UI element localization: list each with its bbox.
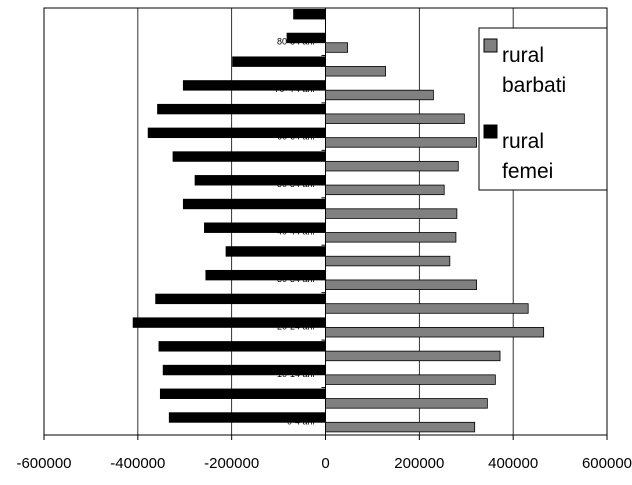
bar-rural-barbati xyxy=(325,398,488,409)
x-tick-label: -200000 xyxy=(204,455,259,472)
bar-rural-barbati xyxy=(325,208,458,219)
bar-rural-femei xyxy=(158,341,326,352)
x-tick-label: 0 xyxy=(321,455,329,472)
bar-rural-barbati xyxy=(325,232,457,243)
bar-rural-barbati xyxy=(325,89,434,101)
x-tick-label: 200000 xyxy=(394,455,444,472)
bar-rural-barbati xyxy=(325,66,386,77)
category-label: 50-54 ani xyxy=(277,179,315,189)
bar-rural-barbati xyxy=(325,279,477,290)
category-label: 0-4 ani xyxy=(287,416,315,426)
legend: rural barbati rural femei xyxy=(478,27,608,191)
x-tick-label: -400000 xyxy=(110,455,165,472)
category-label: 30-34 ani xyxy=(277,274,315,284)
x-tick-label: -600000 xyxy=(16,455,71,472)
bar-rural-barbati xyxy=(325,303,529,314)
legend-swatch xyxy=(483,124,498,139)
category-label: 20-24 ani xyxy=(277,321,315,331)
legend-label: rural femei xyxy=(502,130,553,183)
category-labels: 0-4 ani 10-14 ani 20-24 ani 30-34 ani 40-44 … xyxy=(274,37,326,436)
bar-rural-barbati xyxy=(325,327,545,338)
bar-rural-femei xyxy=(157,103,326,115)
category-label: 80-84 ani xyxy=(277,37,315,47)
bar-rural-femei xyxy=(232,56,326,67)
bar-rural-barbati xyxy=(325,255,451,267)
category-label: 60-64 ani xyxy=(277,132,315,142)
bar-rural-femei xyxy=(225,246,326,257)
bar-rural-barbati xyxy=(325,137,477,148)
category-label: 70- 74 ani xyxy=(274,84,314,94)
legend-box xyxy=(478,27,608,191)
legend-label: rural barbati xyxy=(502,44,566,97)
bar-rural-barbati xyxy=(325,160,459,172)
bar-rural-femei xyxy=(155,293,326,305)
bar-rural-femei xyxy=(293,9,326,20)
category-label: 10-14 ani xyxy=(277,369,315,379)
x-tick-label: 600000 xyxy=(582,455,632,472)
x-axis-ticks: -600000 -400000 -200000 0 200000 400000 600000 xyxy=(16,435,632,472)
bar-rural-femei xyxy=(159,388,326,399)
bar-rural-barbati xyxy=(325,113,465,124)
bar-rural-femei xyxy=(182,198,326,210)
bar-rural-barbati xyxy=(325,421,476,433)
bar-rural-barbati xyxy=(325,184,445,196)
bar-rural-barbati xyxy=(325,374,496,385)
x-tick-label: 400000 xyxy=(488,455,538,472)
bar-rural-barbati xyxy=(325,350,501,362)
legend-swatch xyxy=(483,38,498,53)
bar-rural-barbati xyxy=(325,42,348,53)
bar-rural-femei xyxy=(172,151,326,162)
category-label: 40-44 ani xyxy=(277,227,315,237)
bars xyxy=(132,9,545,433)
